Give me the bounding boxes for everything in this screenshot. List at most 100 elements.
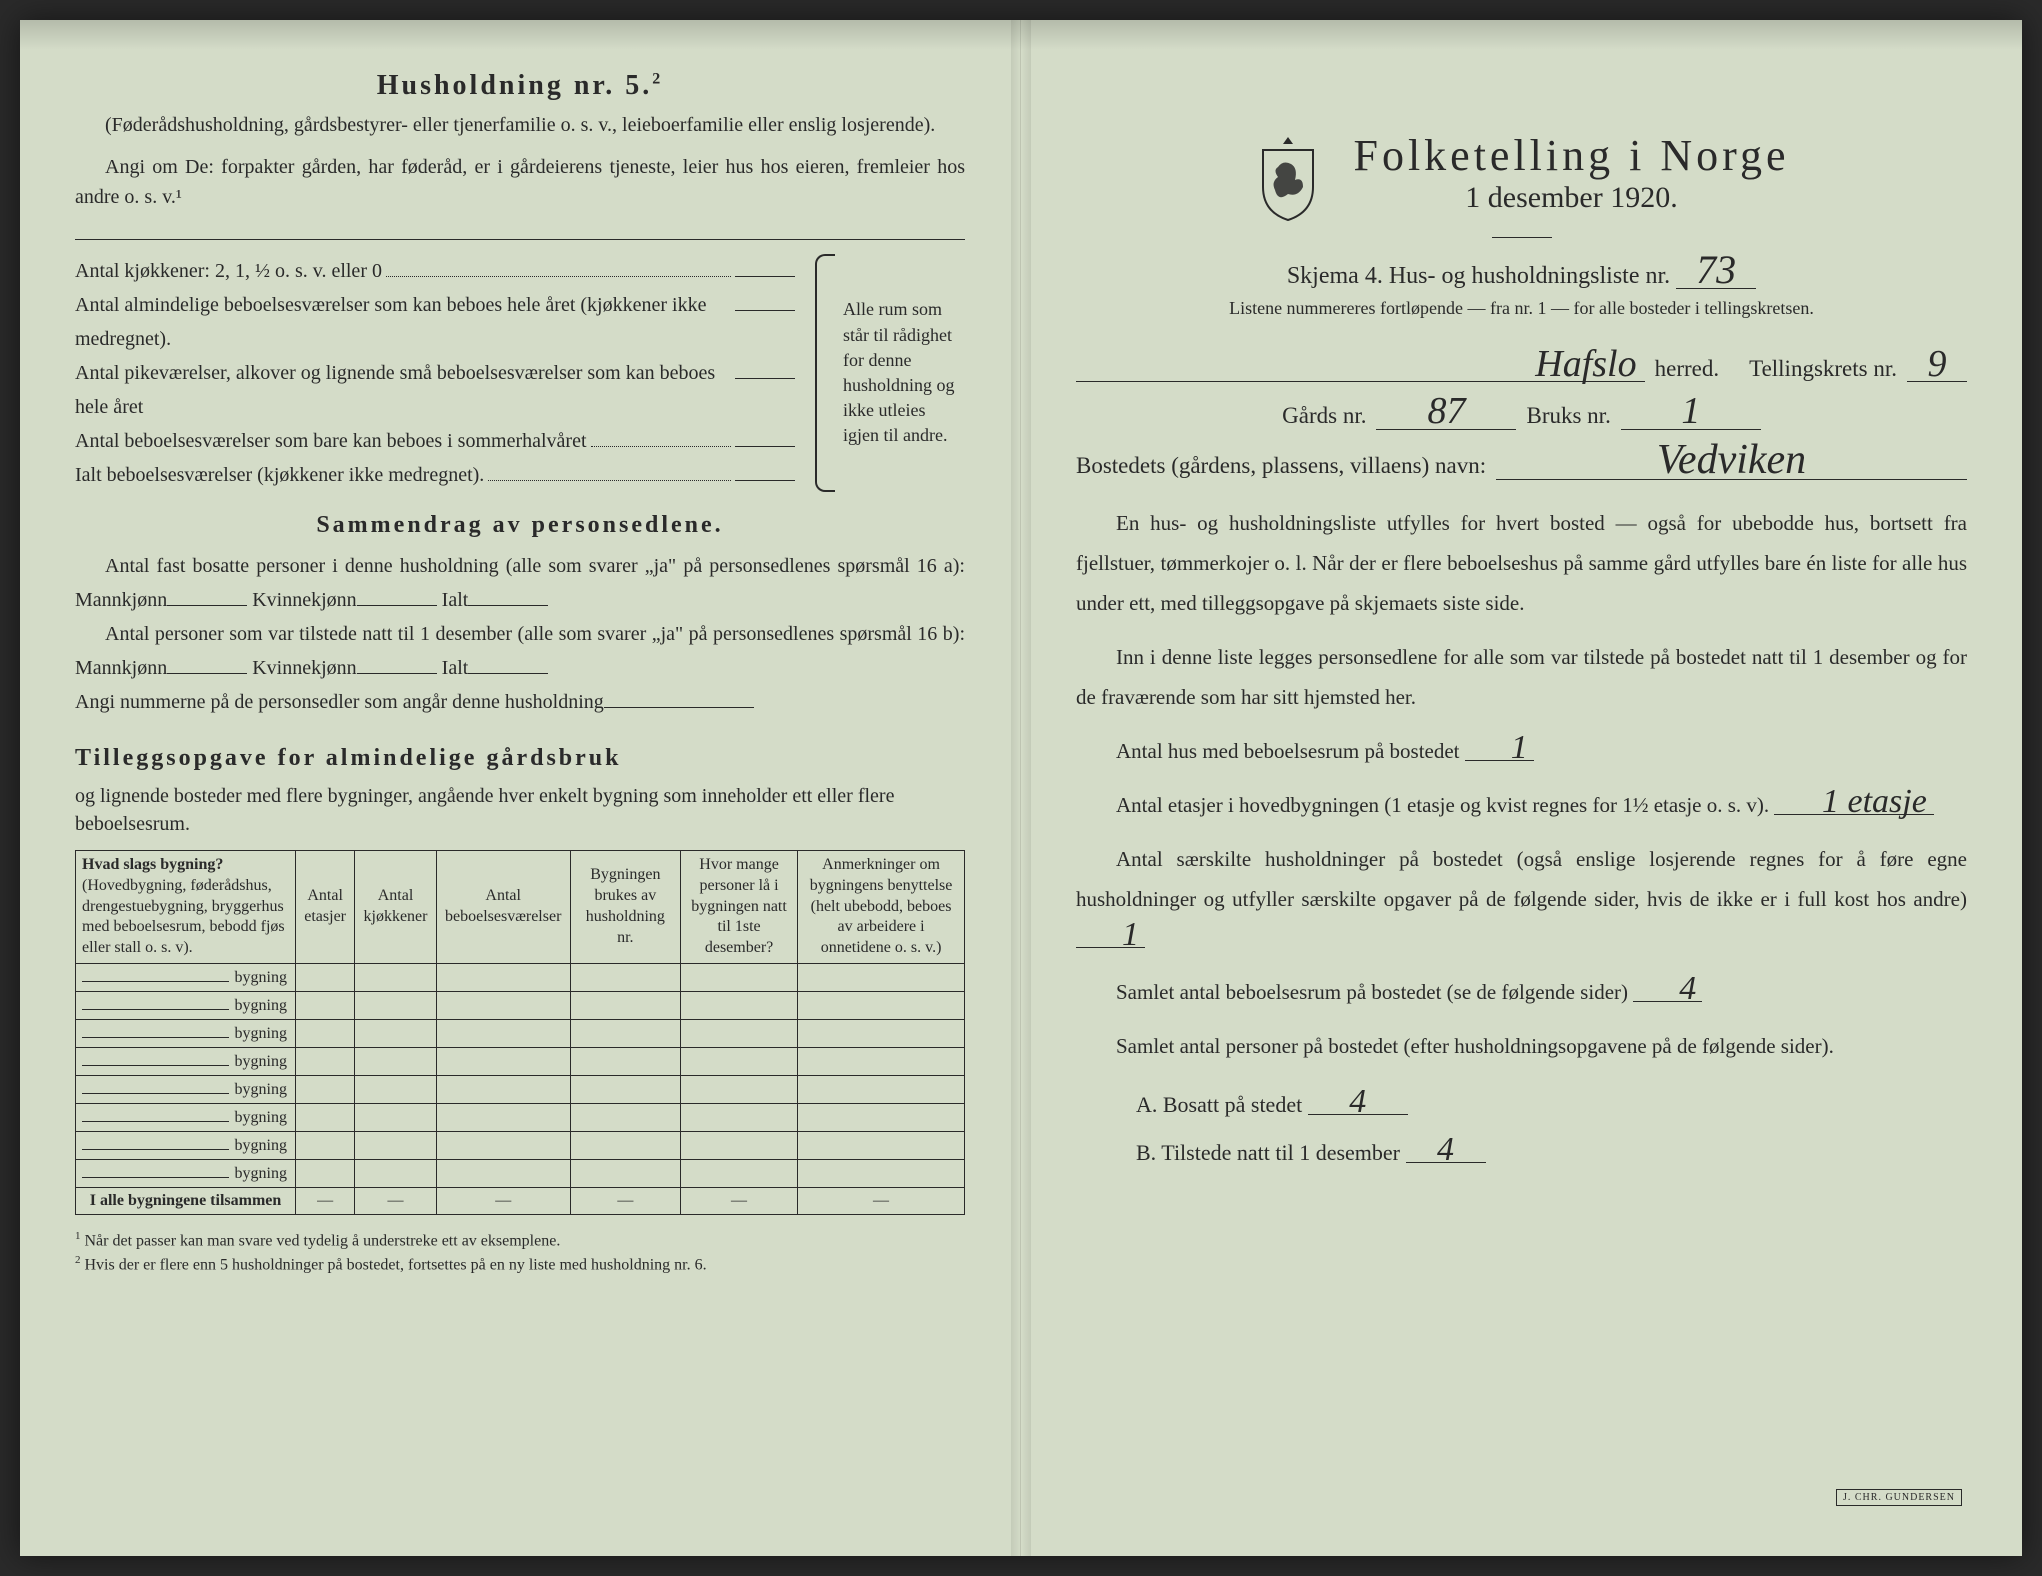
table-cell [436,1131,570,1159]
table-cell [570,991,680,1019]
sum-cell: — [296,1187,355,1214]
th-kjokkener: Antal kjøkkener [355,851,436,964]
room-line-4: Antal beboelsesværelser som bare kan beb… [75,424,795,458]
gards-value: 87 [1376,396,1516,429]
table-cell [798,1103,965,1131]
table-row: bygning [76,1103,965,1131]
sum-cell: — [681,1187,798,1214]
table-cell [436,991,570,1019]
census-document: Husholdning nr. 5.2 (Føderådshusholdning… [20,20,2022,1556]
sum-label: I alle bygningene tilsammen [76,1187,296,1214]
bosted-label: Bostedets (gårdens, plassens, villaens) … [1076,453,1486,479]
household-title-sup: 2 [652,71,663,88]
footnote-1: 1 Når det passer kan man svare ved tydel… [75,1229,965,1253]
q3-value: 1 [1076,923,1145,948]
sammendrag-p2: Antal personer som var tilstede natt til… [75,617,965,685]
th-anmerk: Anmerkninger om bygningens benyttelse (h… [798,851,965,964]
th-bygning-type: Hvad slags bygning?(Hovedbygning, føderå… [76,851,296,964]
q1-value: 1 [1465,736,1534,761]
table-cell [798,1019,965,1047]
printer-stamp: J. CHR. GUNDERSEN [1836,1489,1962,1506]
left-page: Husholdning nr. 5.2 (Føderådshusholdning… [20,20,1021,1556]
table-cell [355,1131,436,1159]
table-cell [681,991,798,1019]
q2: Antal etasjer i hovedbygningen (1 etasje… [1076,786,1967,826]
footnotes: 1 Når det passer kan man svare ved tydel… [75,1229,965,1276]
table-cell [296,963,355,991]
bygning-label-cell: bygning [76,1159,296,1187]
skjema-line: Skjema 4. Hus- og husholdningsliste nr. … [1076,252,1967,290]
footnote-2: 2 Hvis der er flere enn 5 husholdninger … [75,1253,965,1277]
gards-label: Gårds nr. [1282,403,1366,429]
herred-row: Hafslo herred. Tellingskrets nr. 9 [1076,349,1967,382]
intro-blank-line [75,224,965,240]
brace-note: Alle rum som står til rådighet for denne… [815,254,965,492]
table-row: bygning [76,963,965,991]
table-cell [570,1075,680,1103]
q2-value: 1 etasje [1774,790,1934,815]
bosted-value: Vedviken [1496,444,1967,481]
bygning-label-cell: bygning [76,963,296,991]
gards-row: Gårds nr. 87 Bruks nr. 1 [1076,396,1967,429]
household-title-text: Husholdning nr. 5. [377,70,653,101]
table-row: bygning [76,1047,965,1075]
table-cell [570,1103,680,1131]
bygning-table: Hvad slags bygning?(Hovedbygning, føderå… [75,850,965,1215]
table-cell [436,1019,570,1047]
table-cell [798,1159,965,1187]
table-cell [798,963,965,991]
table-cell [296,991,355,1019]
bygning-label-cell: bygning [76,1019,296,1047]
instructions-p1: En hus- og husholdningsliste utfylles fo… [1076,504,1967,624]
table-cell [296,1019,355,1047]
sum-cell: — [570,1187,680,1214]
table-cell [355,1159,436,1187]
q4-value: 4 [1633,977,1702,1002]
table-cell [798,1131,965,1159]
bygning-label-cell: bygning [76,1131,296,1159]
table-cell [436,1075,570,1103]
sammendrag-heading: Sammendrag av personsedlene. [75,512,965,539]
tillegg-heading: Tilleggsopgave for almindelige gårdsbruk [75,745,965,772]
skjema-label: Skjema 4. Hus- og husholdningsliste nr. [1287,263,1670,289]
table-cell [798,991,965,1019]
q1: Antal hus med beboelsesrum på bostedet 1 [1076,732,1967,772]
table-row: bygning [76,1159,965,1187]
rooms-block: Antal kjøkkener: 2, 1, ½ o. s. v. eller … [75,254,965,492]
table-row: bygning [76,1019,965,1047]
table-cell [355,1103,436,1131]
table-cell [355,1019,436,1047]
instructions-p2: Inn i denne liste legges personsedlene f… [1076,638,1967,718]
intro-parenthetical: (Føderådshusholdning, gårdsbestyrer- ell… [75,110,965,140]
room-line-1: Antal kjøkkener: 2, 1, ½ o. s. v. eller … [75,254,795,288]
th-husholdning: Bygningen brukes av husholdning nr. [570,851,680,964]
sum-cell: — [798,1187,965,1214]
table-cell [681,1159,798,1187]
table-row: bygning [76,991,965,1019]
herred-value: Hafslo [1076,349,1645,382]
bruks-value: 1 [1621,396,1761,429]
title-block: Folketelling i Norge 1 desember 1920. [1076,130,1967,223]
title-rule [1492,237,1552,238]
herred-label: herred. [1655,356,1720,382]
room-line-3: Antal pikeværelser, alkover og lignende … [75,356,795,424]
sub-title: 1 desember 1920. [1353,181,1789,215]
liste-nr-value: 73 [1676,252,1756,289]
bygning-label-cell: bygning [76,1075,296,1103]
main-title: Folketelling i Norge [1353,130,1789,181]
household-title: Husholdning nr. 5.2 [75,70,965,102]
table-cell [355,1047,436,1075]
table-cell [296,1159,355,1187]
q5: Samlet antal personer på bostedet (efter… [1076,1027,1967,1067]
sum-cell: — [355,1187,436,1214]
intro-instruction: Angi om De: forpakter gården, har føderå… [75,152,965,212]
table-cell [570,963,680,991]
room-line-2: Antal almindelige beboelsesværelser som … [75,288,795,356]
table-cell [436,1103,570,1131]
table-cell [798,1047,965,1075]
table-cell [570,1019,680,1047]
q4: Samlet antal beboelsesrum på bostedet (s… [1076,973,1967,1013]
qb-row: B. Tilstede natt til 1 desember 4 [1136,1129,1967,1177]
table-cell [296,1103,355,1131]
th-personer: Hvor mange personer lå i bygningen natt … [681,851,798,964]
